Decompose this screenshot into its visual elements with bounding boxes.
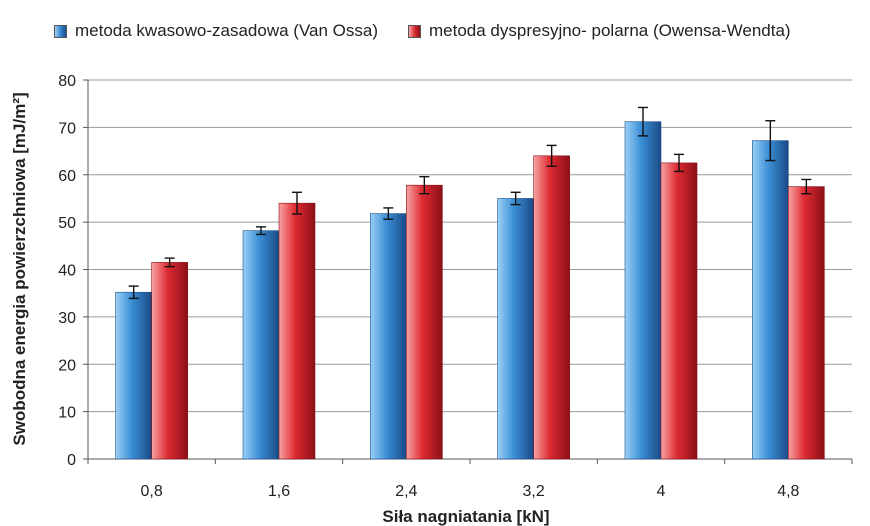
x-tick-label: 4,8 [777,483,799,500]
x-tick-label: 2,4 [395,483,417,500]
gridlines [88,79,852,413]
y-tick-label: 60 [58,168,76,185]
y-tick-label: 50 [58,215,76,232]
legend-swatch-blue [54,24,67,38]
legend: metoda kwasowo-zasadowa (Van Ossa) metod… [54,18,864,44]
error-bars [128,106,812,300]
y-tick-label: 70 [58,120,76,137]
bar-owens-wendt [406,184,443,460]
y-tick-label: 10 [58,405,76,422]
bar-owens-wendt [660,162,698,460]
bar-van-oss [752,140,789,460]
legend-swatch-red [408,24,421,38]
bar-van-oss [242,230,280,460]
bar-van-oss [497,198,534,460]
x-tick-label: 4 [657,483,666,500]
bar-van-oss [624,121,662,460]
x-tick-label: 3,2 [523,483,545,500]
x-tick-label: 1,6 [268,483,290,500]
bar-owens-wendt [788,186,825,460]
y-tick-label: 80 [58,73,76,90]
axes [83,79,853,464]
y-tick-label: 20 [58,357,76,374]
legend-label-van-oss: metoda kwasowo-zasadowa (Van Ossa) [75,21,378,40]
bar-owens-wendt [533,155,570,460]
x-axis-label: Siła nagniatania [kN] [382,507,549,526]
x-tick-label: 0,8 [141,483,163,500]
y-tick-label: 30 [58,310,76,327]
legend-label-owens-wendt: metoda dyspresyjno- polarna (Owensa-Wend… [429,21,791,40]
bar-van-oss [115,291,152,460]
bar-owens-wendt [151,262,188,460]
legend-item-owens-wendt: metoda dyspresyjno- polarna (Owensa-Wend… [408,21,791,41]
y-tick-label: 0 [67,452,76,469]
bar-van-oss [370,213,407,460]
y-axis-label: Swobodna energia powierzchniowa [mJ/m²] [10,92,29,445]
y-tick-label: 40 [58,263,76,280]
tick-labels: 0 10 20 30 40 50 60 70 80 0,8 1,6 2,4 3,2 4 4,8 [58,73,799,500]
legend-item-van-oss: metoda kwasowo-zasadowa (Van Ossa) [54,21,378,41]
bar-owens-wendt [278,202,316,460]
bars [115,121,825,460]
